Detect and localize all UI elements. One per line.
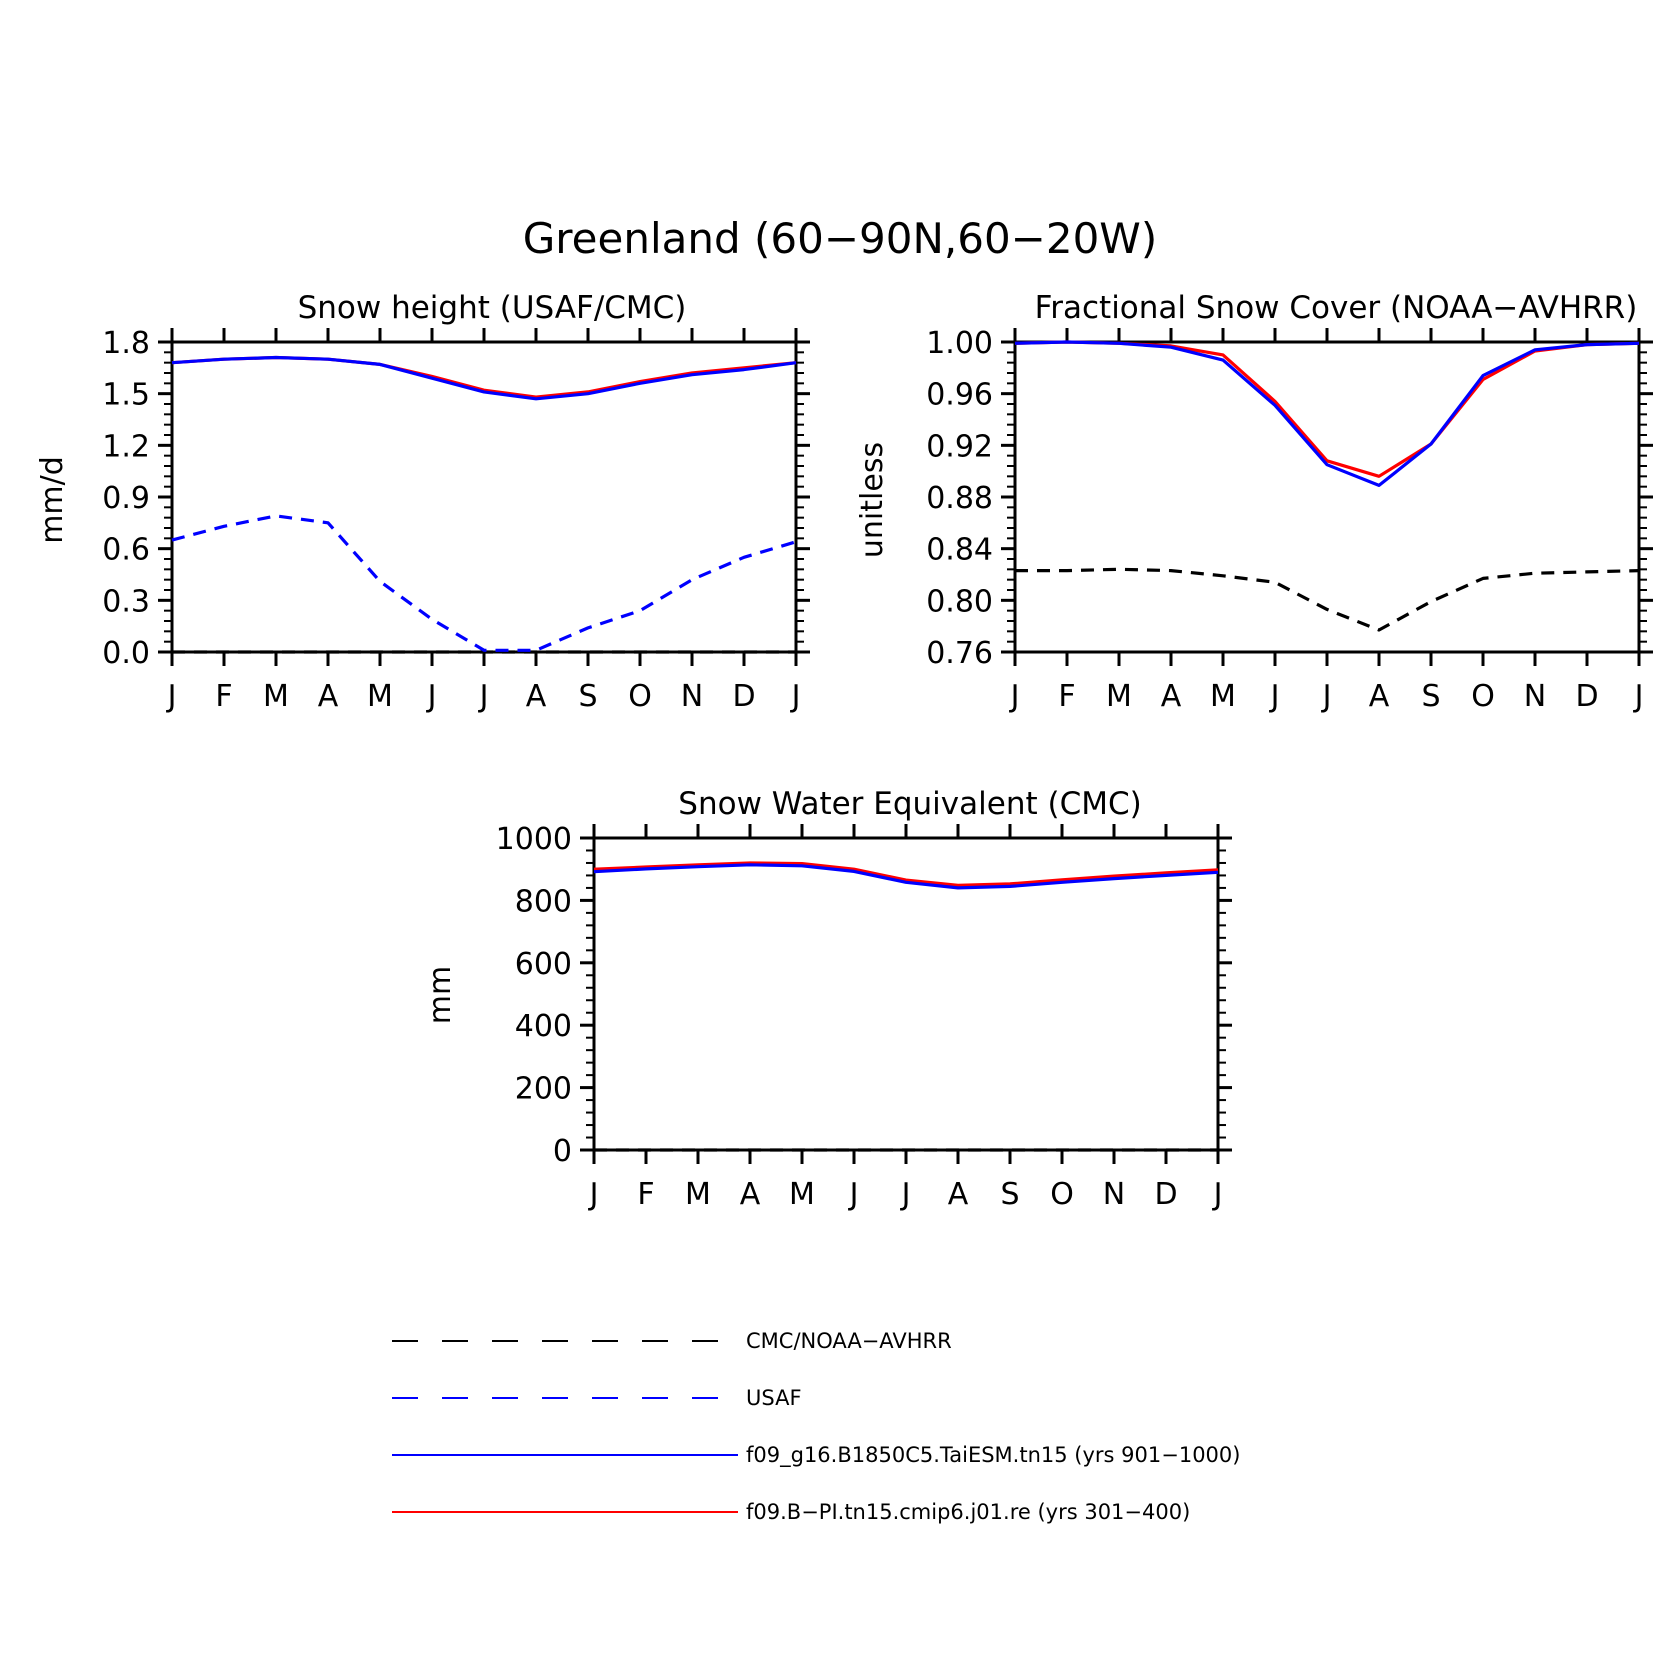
series-line (593, 863, 1219, 890)
y-tick-label: 200 (515, 1072, 572, 1107)
x-tick-label: M (263, 679, 289, 714)
legend-label: f09.B−PI.tn15.cmip6.j01.re (yrs 301−400) (746, 1500, 1190, 1524)
plot-frame (1013, 340, 1641, 654)
x-tick-label: F (1058, 679, 1075, 714)
x-tick-label: J (900, 1177, 911, 1212)
x-tick-label: J (1269, 679, 1280, 714)
x-tick-label: M (1210, 679, 1236, 714)
x-tick-label: J (1633, 679, 1644, 714)
y-axis-label: mm (423, 966, 458, 1024)
x-tick-label: J (588, 1177, 599, 1212)
y-tick-label: 0.88 (926, 481, 993, 516)
x-tick-label: N (681, 679, 703, 714)
x-tick-label: J (1009, 679, 1020, 714)
y-tick-label: 1000 (496, 822, 572, 857)
y-axis-label: mm/d (35, 456, 70, 544)
panel-title: Fractional Snow Cover (NOAA−AVHRR) (1035, 290, 1638, 326)
x-tick-label: F (215, 679, 232, 714)
x-tick-label: J (1212, 1177, 1223, 1212)
legend-label: f09_g16.B1850C5.TaiESM.tn15 (yrs 901−100… (746, 1443, 1240, 1468)
x-tick-label: J (166, 679, 177, 714)
y-tick-label: 0.9 (102, 481, 150, 516)
x-tick-label: M (367, 679, 393, 714)
plot-frame (170, 340, 798, 654)
x-tick-label: A (740, 1177, 761, 1212)
y-tick-label: 0.92 (926, 429, 993, 464)
x-tick-label: S (1000, 1177, 1019, 1212)
legend-label: USAF (746, 1386, 802, 1410)
x-tick-label: D (1575, 679, 1598, 714)
series-line (171, 514, 797, 652)
y-axis-label: unitless (855, 442, 890, 558)
x-tick-label: M (789, 1177, 815, 1212)
x-tick-label: O (628, 679, 652, 714)
y-tick-label: 0.0 (102, 636, 150, 671)
x-tick-label: N (1524, 679, 1546, 714)
plot-frame (592, 836, 1220, 1152)
y-tick-label: 0.84 (926, 533, 993, 568)
panel-title: Snow height (USAF/CMC) (298, 290, 687, 326)
x-tick-label: A (526, 679, 547, 714)
y-tick-label: 0.3 (102, 584, 150, 619)
x-tick-label: D (732, 679, 755, 714)
y-tick-label: 0.76 (926, 636, 993, 671)
x-tick-label: J (426, 679, 437, 714)
x-tick-label: J (790, 679, 801, 714)
legend: CMC/NOAA−AVHRR USAF f09_g16.B1850C5.TaiE… (392, 1329, 1240, 1524)
y-tick-label: 600 (515, 947, 572, 982)
y-tick-label: 1.2 (102, 429, 150, 464)
y-tick-label: 1.00 (926, 326, 993, 361)
legend-label: CMC/NOAA−AVHRR (746, 1329, 952, 1353)
x-tick-label: S (1421, 679, 1440, 714)
x-tick-label: O (1050, 1177, 1074, 1212)
series-line (1014, 340, 1640, 478)
series-line (1014, 340, 1640, 487)
x-tick-label: J (478, 679, 489, 714)
x-tick-label: J (1321, 679, 1332, 714)
x-tick-label: N (1103, 1177, 1125, 1212)
series-line (1015, 567, 1640, 632)
y-tick-label: 0.96 (926, 378, 993, 413)
y-tick-label: 400 (515, 1009, 572, 1044)
fractional-snow-cover-panel: Fractional Snow Cover (NOAA−AVHRR) unitl… (855, 290, 1653, 714)
y-tick-label: 1.5 (102, 378, 150, 413)
x-tick-label: M (1106, 679, 1132, 714)
series-line (171, 355, 797, 401)
x-tick-label: F (637, 1177, 654, 1212)
x-tick-label: A (948, 1177, 969, 1212)
x-tick-label: M (685, 1177, 711, 1212)
x-tick-label: O (1471, 679, 1495, 714)
y-tick-label: 0 (553, 1134, 572, 1169)
x-tick-label: D (1154, 1177, 1177, 1212)
x-tick-label: A (1369, 679, 1390, 714)
y-tick-label: 0.80 (926, 584, 993, 619)
series-line (593, 861, 1219, 888)
x-tick-label: S (578, 679, 597, 714)
x-tick-label: A (318, 679, 339, 714)
panel-title: Snow Water Equivalent (CMC) (678, 786, 1141, 822)
x-tick-label: A (1161, 679, 1182, 714)
figure-title: Greenland (60−90N,60−20W) (523, 214, 1157, 263)
y-tick-label: 1.8 (102, 326, 150, 361)
x-tick-label: J (848, 1177, 859, 1212)
y-tick-label: 800 (515, 884, 572, 919)
y-tick-label: 0.6 (102, 533, 150, 568)
